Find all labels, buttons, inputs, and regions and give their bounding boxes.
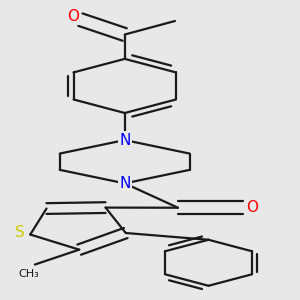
- Text: O: O: [67, 9, 79, 24]
- Text: S: S: [15, 225, 25, 240]
- Text: O: O: [247, 200, 259, 215]
- Text: CH₃: CH₃: [19, 269, 39, 279]
- Text: N: N: [119, 176, 130, 191]
- Text: N: N: [119, 133, 130, 148]
